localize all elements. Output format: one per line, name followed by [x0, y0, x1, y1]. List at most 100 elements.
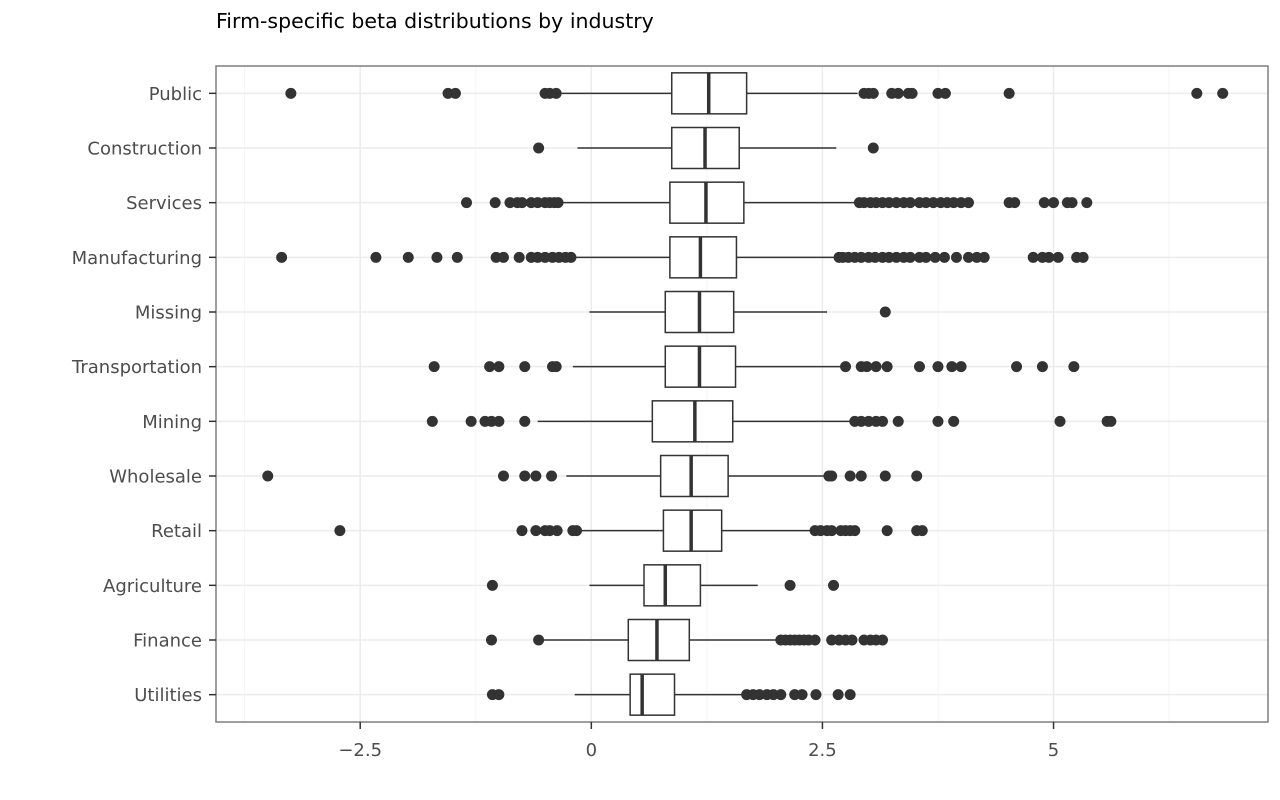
outlier-point — [846, 634, 858, 646]
iqr-box — [651, 400, 734, 443]
outlier-point — [530, 525, 542, 537]
y-tick-label: Retail — [151, 521, 202, 542]
outlier-point — [938, 251, 950, 263]
outlier-point — [497, 251, 509, 263]
outlier-point — [913, 361, 925, 373]
outlier-point — [285, 87, 297, 99]
outlier-point — [870, 361, 882, 373]
outlier-point — [978, 251, 990, 263]
y-tick-label: Agriculture — [103, 576, 202, 597]
outlier-point — [855, 470, 867, 482]
iqr-box — [669, 236, 738, 279]
outlier-point — [519, 415, 531, 427]
outlier-point — [784, 579, 796, 591]
outlier-point — [1217, 87, 1229, 99]
outlier-point — [826, 470, 838, 482]
outlier-point — [1003, 87, 1015, 99]
outlier-point — [881, 361, 893, 373]
outlier-point — [911, 470, 923, 482]
outlier-point — [892, 415, 904, 427]
y-axis: Public Construction Services Manufacturing M… — [71, 84, 216, 706]
y-tick-label: Manufacturing — [72, 248, 202, 269]
box-layer — [537, 72, 858, 716]
outlier-point — [844, 689, 856, 701]
outlier-point — [449, 87, 461, 99]
outlier-point — [1081, 197, 1093, 209]
outlier-point — [916, 525, 928, 537]
outlier-point — [489, 197, 501, 209]
outlier-point — [565, 251, 577, 263]
outlier-point — [402, 251, 414, 263]
outlier-point — [939, 87, 951, 99]
chart-title: Firm-specific beta distributions by indu… — [216, 9, 654, 33]
outlier-point — [519, 470, 531, 482]
outlier-point — [426, 415, 438, 427]
outlier-point — [431, 251, 443, 263]
outlier-point — [955, 361, 967, 373]
outlier-point — [493, 415, 505, 427]
outlier-point — [1052, 251, 1064, 263]
outlier-point — [932, 361, 944, 373]
outlier-point — [906, 87, 918, 99]
outlier-point — [513, 251, 525, 263]
x-tick-label: −2.5 — [338, 740, 382, 761]
outlier-point — [1105, 415, 1117, 427]
outlier-point — [276, 251, 288, 263]
outlier-point — [796, 689, 808, 701]
outlier-point — [1054, 415, 1066, 427]
outlier-point — [948, 415, 960, 427]
outlier-point — [1043, 251, 1055, 263]
outlier-point — [1048, 197, 1060, 209]
outlier-point — [877, 415, 889, 427]
outlier-point — [1009, 197, 1021, 209]
outlier-point — [484, 361, 496, 373]
outlier-point — [262, 470, 274, 482]
outlier-point — [571, 525, 583, 537]
outlier-point — [962, 251, 974, 263]
outlier-point — [451, 251, 463, 263]
plot-background — [216, 66, 1268, 722]
outlier-point — [516, 525, 528, 537]
outlier-point — [929, 251, 941, 263]
outlier-point — [1027, 251, 1039, 263]
outlier-point — [881, 525, 893, 537]
outlier-point — [950, 251, 962, 263]
iqr-box — [659, 454, 729, 498]
outlier-point — [826, 525, 838, 537]
outlier-point — [840, 361, 852, 373]
outlier-point — [551, 525, 563, 537]
outlier-point — [486, 579, 498, 591]
y-tick-label: Finance — [133, 631, 202, 652]
x-tick-label: 2.5 — [808, 740, 837, 761]
outlier-point — [861, 361, 873, 373]
outlier-point — [1038, 197, 1050, 209]
outlier-point — [1036, 361, 1048, 373]
outlier-point — [1011, 361, 1023, 373]
outlier-layer — [262, 87, 1229, 701]
panel-border — [215, 65, 1269, 723]
outlier-point — [465, 415, 477, 427]
outlier-point — [546, 470, 558, 482]
outlier-point — [879, 470, 891, 482]
outlier-point — [533, 142, 545, 154]
outlier-point — [892, 87, 904, 99]
outlier-point — [809, 634, 821, 646]
outlier-point — [775, 689, 787, 701]
outlier-point — [867, 87, 879, 99]
outlier-point — [867, 142, 879, 154]
outlier-point — [428, 361, 440, 373]
outlier-point — [497, 470, 509, 482]
y-tick-label: Mining — [142, 412, 202, 433]
outlier-point — [1066, 197, 1078, 209]
outlier-point — [516, 197, 528, 209]
minor-gridlines — [244, 66, 1170, 722]
outlier-point — [932, 415, 944, 427]
outlier-point — [1077, 251, 1089, 263]
outlier-point — [1191, 87, 1203, 99]
y-tick-label: Construction — [87, 139, 202, 160]
outlier-point — [828, 579, 840, 591]
outlier-point — [844, 470, 856, 482]
y-tick-label: Public — [149, 84, 202, 105]
outlier-point — [920, 251, 932, 263]
